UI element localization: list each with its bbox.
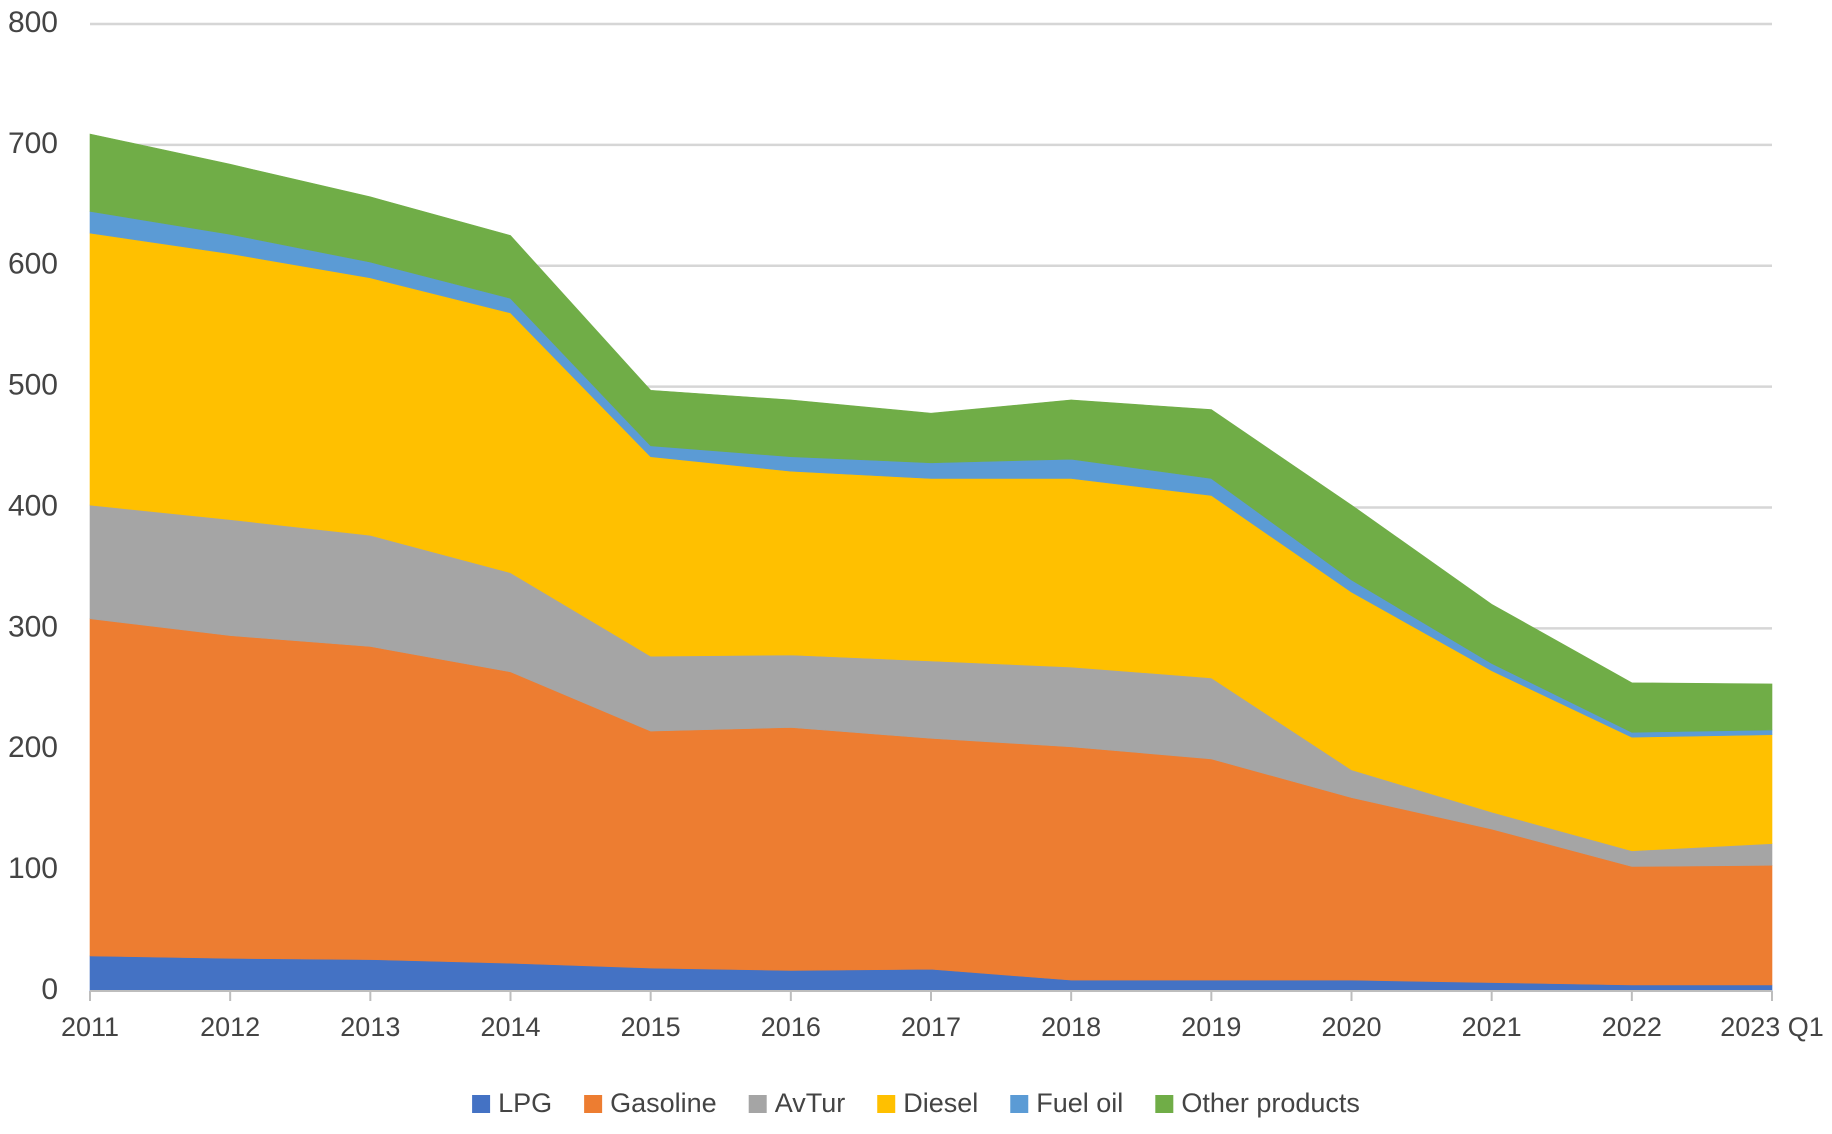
legend-swatch [1155, 1095, 1174, 1113]
x-tick-label: 2022 [1602, 1012, 1662, 1042]
x-tick-label: 2014 [480, 1012, 540, 1042]
x-tick-label: 2019 [1181, 1012, 1241, 1042]
legend-swatch [1010, 1095, 1029, 1113]
y-tick-label: 800 [8, 6, 58, 39]
legend-swatch [472, 1095, 491, 1113]
legend-label: Fuel oil [1036, 1088, 1123, 1118]
legend-item-diesel: Diesel [877, 1088, 978, 1118]
x-tick-label: 2020 [1321, 1012, 1381, 1042]
x-tick-label: 2018 [1041, 1012, 1101, 1042]
x-tick-label: 2012 [200, 1012, 260, 1042]
legend: LPG Gasoline AvTur Diesel Fuel oil Other prod… [472, 1088, 1360, 1118]
y-tick-label: 200 [8, 731, 58, 764]
legend-item-other-products: Other products [1155, 1088, 1360, 1118]
x-tick-label: 2021 [1462, 1012, 1522, 1042]
y-tick-label: 600 [8, 248, 58, 281]
area-other-products [89, 133, 1773, 733]
y-tick-label: 300 [8, 610, 58, 643]
legend-item-avtur: AvTur [748, 1088, 846, 1118]
x-tick-label: 2015 [621, 1012, 681, 1042]
legend-label: Gasoline [610, 1088, 717, 1118]
legend-swatch [877, 1095, 896, 1113]
series-areas [89, 133, 1773, 992]
legend-label: Other products [1181, 1088, 1360, 1118]
legend-item-lpg: LPG [472, 1088, 552, 1118]
legend-item-fuel-oil: Fuel oil [1010, 1088, 1123, 1118]
legend-label: AvTur [775, 1088, 846, 1118]
x-tick-label: 2017 [901, 1012, 961, 1042]
y-tick-label: 0 [41, 973, 58, 1006]
legend-label: Diesel [903, 1088, 978, 1118]
legend-swatch [748, 1095, 767, 1113]
legend-item-gasoline: Gasoline [584, 1088, 717, 1118]
axes: 0 100 200 300 400 500 600 700 800 2011 2012 2013 201… [8, 6, 1824, 1042]
x-tick-label: 2016 [761, 1012, 821, 1042]
legend-label: LPG [498, 1088, 552, 1118]
y-tick-label: 500 [8, 369, 58, 402]
legend-swatch [584, 1095, 603, 1113]
x-tick-label: 2013 [340, 1012, 400, 1042]
y-tick-label: 400 [8, 489, 58, 522]
x-tick-label: 2023 Q1 [1720, 1012, 1824, 1042]
y-tick-label: 100 [8, 852, 58, 885]
x-tick-label: 2011 [61, 1012, 119, 1042]
y-tick-label: 700 [8, 127, 58, 160]
